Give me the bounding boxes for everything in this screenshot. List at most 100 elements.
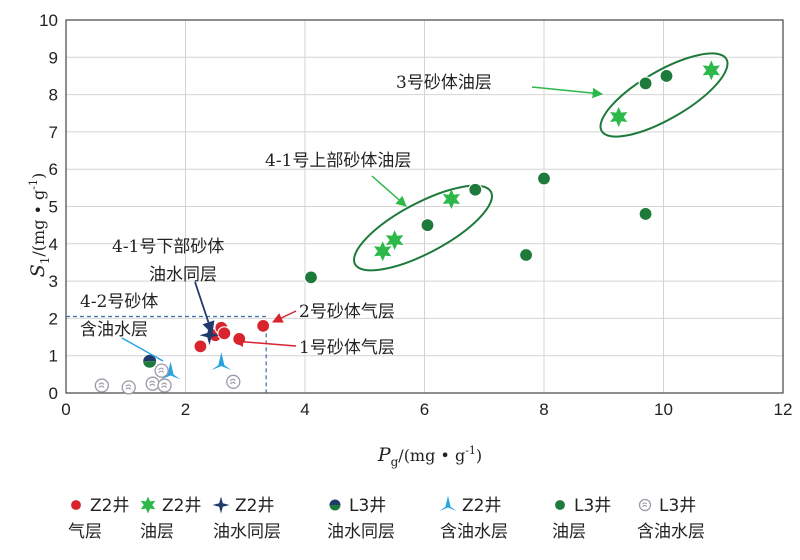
- arrow-sand3: [531, 86, 604, 99]
- cluster-ellipse-sand4-1-upper: [353, 184, 493, 272]
- data-point: [638, 76, 653, 91]
- x-tick-label: 2: [181, 400, 190, 419]
- point-mark: [211, 352, 232, 371]
- data-point: [199, 325, 220, 346]
- point-mark: [439, 495, 457, 511]
- annotation-sand4-1-lower-line1: 4-1号下部砂体: [112, 237, 224, 257]
- y-tick-label: 9: [49, 48, 58, 67]
- arrow-sand4-2: [121, 337, 164, 362]
- point-mark: [226, 374, 241, 389]
- data-point: [226, 374, 241, 389]
- data-point: [303, 270, 319, 285]
- point-mark: [303, 270, 319, 285]
- legend-symbol: [140, 496, 156, 514]
- legend-symbol: [553, 498, 567, 512]
- point-mark: [536, 171, 552, 186]
- point-mark: [193, 339, 208, 354]
- legend-label-line1: L3井: [574, 496, 611, 516]
- annotation-sand2-gas: 2号砂体气层: [299, 302, 395, 322]
- legend-label-line2: 油层: [552, 522, 586, 542]
- y-axis-title: S1/(mg • g-1): [27, 173, 52, 278]
- point-mark: [518, 247, 534, 263]
- data-point: [385, 230, 404, 251]
- legend-symbol: [69, 498, 83, 512]
- annotation-sand3-oil: 3号砂体油层: [396, 73, 492, 93]
- data-point: [217, 326, 232, 341]
- y-tick-label: 6: [49, 160, 58, 179]
- legend-label-line2: 油层: [140, 522, 174, 542]
- data-point: [145, 376, 160, 391]
- y-tick-label: 8: [49, 86, 58, 105]
- x-tick-label: 0: [61, 400, 70, 419]
- point-mark: [468, 182, 483, 197]
- x-tick-label: 12: [774, 400, 793, 419]
- data-point: [256, 318, 271, 333]
- data-point: [638, 206, 653, 222]
- point-mark: [199, 325, 220, 346]
- data-point: [94, 378, 109, 393]
- legend-label-line2: 含油水层: [637, 522, 705, 542]
- data-point: [610, 106, 628, 127]
- point-mark: [385, 230, 404, 251]
- legend-label-line1: L3井: [659, 496, 696, 516]
- point-mark: [256, 318, 271, 333]
- x-tick-label: 10: [654, 400, 673, 419]
- data-point: [518, 247, 534, 263]
- point-mark: [374, 241, 392, 262]
- point-mark: [212, 496, 230, 514]
- y-tick-label: 3: [49, 272, 58, 291]
- x-tick-label: 8: [539, 400, 548, 419]
- annotation-sand4-2-line2: 含油水层: [80, 320, 148, 340]
- point-mark: [121, 380, 136, 395]
- point-mark: [160, 361, 181, 380]
- y-tick-label: 0: [49, 384, 58, 403]
- data-points: [94, 60, 720, 395]
- arrow-sand2: [272, 310, 297, 323]
- point-mark: [94, 378, 109, 393]
- annotation-sand1-gas: 1号砂体气层: [299, 338, 395, 358]
- x-tick-label: 6: [420, 400, 429, 419]
- point-mark: [702, 60, 720, 81]
- legend-label-line2: 油水同层: [213, 522, 281, 542]
- arrow-sand4-1-upper: [371, 175, 407, 207]
- point-mark: [217, 326, 232, 341]
- point-mark: [154, 363, 169, 378]
- legend-symbol: [638, 498, 652, 512]
- legend-label-line1: Z2井: [162, 496, 201, 516]
- cluster-ellipse-sand3: [599, 52, 729, 138]
- y-tick-label: 7: [49, 123, 58, 142]
- data-point: [702, 60, 720, 81]
- x-tick-label: 4: [300, 400, 309, 419]
- point-mark: [69, 498, 83, 512]
- annotation-sand4-2-line1: 4-2号砂体: [80, 292, 158, 312]
- data-point: [154, 363, 169, 378]
- dashed-region-outline: [66, 315, 267, 393]
- plot-frame: [65, 19, 784, 394]
- arrow-sand1: [232, 336, 297, 347]
- arrow-sand4-1-lower: [194, 281, 215, 335]
- y-tick-label: 2: [49, 309, 58, 328]
- point-mark: [140, 496, 156, 514]
- data-point: [468, 182, 483, 197]
- y-tick-label: 1: [49, 347, 58, 366]
- point-mark: [638, 206, 653, 222]
- data-point: [160, 361, 181, 380]
- point-mark: [232, 331, 247, 347]
- legend-label-line2: 气层: [68, 522, 102, 542]
- point-mark: [143, 354, 157, 368]
- legend-symbol: [439, 495, 457, 511]
- data-point: [536, 171, 552, 186]
- y-tick-label: 10: [39, 11, 58, 30]
- y-tick-label: 4: [49, 235, 58, 254]
- legend-label-line2: 含油水层: [440, 522, 508, 542]
- point-mark: [610, 106, 628, 127]
- y-tick-label: 5: [49, 198, 58, 217]
- legend-label-line1: Z2井: [462, 496, 501, 516]
